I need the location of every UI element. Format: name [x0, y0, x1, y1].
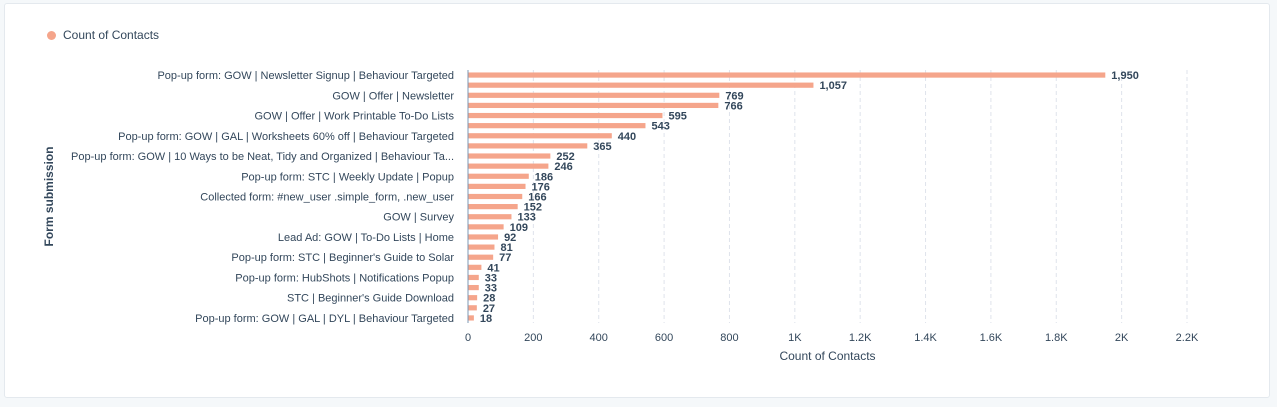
bar[interactable]: [468, 102, 719, 109]
value-label: 152: [524, 202, 542, 214]
value-label: 92: [504, 232, 516, 244]
x-tick-label: 1.6K: [980, 332, 1003, 344]
bar[interactable]: [468, 224, 504, 230]
legend-label: Count of Contacts: [63, 28, 160, 42]
x-tick-label: 2K: [1115, 332, 1129, 344]
category-label: GOW | Offer | Newsletter: [332, 90, 454, 102]
value-label: 27: [483, 303, 495, 315]
bar[interactable]: [468, 193, 523, 200]
legend-swatch-icon: [47, 30, 56, 40]
x-axis-title: Count of Contacts: [779, 349, 875, 363]
value-label: 246: [554, 161, 572, 173]
chart-card: Count of Contacts: [4, 3, 1270, 398]
category-label: Pop-up form: GOW | 10 Ways to be Neat, T…: [71, 151, 454, 163]
bar[interactable]: [468, 244, 495, 250]
x-tick-label: 1.4K: [914, 332, 937, 344]
bar[interactable]: [468, 92, 720, 98]
category-label: Pop-up form: GOW | GAL | Worksheets 60% …: [118, 131, 454, 143]
value-label: 769: [725, 90, 743, 102]
value-label: 109: [510, 222, 528, 234]
category-label: Pop-up form: STC | Weekly Update | Popup: [241, 171, 454, 183]
value-label: 1,057: [819, 80, 847, 92]
x-tick-label: 1.2K: [849, 332, 872, 344]
bar[interactable]: [468, 143, 588, 149]
value-label: 176: [532, 181, 550, 193]
value-label: 166: [528, 192, 546, 204]
bar[interactable]: [468, 315, 474, 321]
bar[interactable]: [468, 133, 612, 139]
value-label: 41: [487, 262, 499, 274]
x-tick-label: 1.8K: [1045, 332, 1068, 344]
value-label: 33: [485, 283, 497, 295]
bar[interactable]: [468, 173, 529, 179]
bar[interactable]: [468, 234, 499, 240]
value-label: 186: [535, 171, 553, 183]
bar[interactable]: [468, 295, 478, 301]
x-tick-label: 400: [590, 332, 608, 344]
bar[interactable]: [468, 214, 512, 220]
bar[interactable]: [468, 254, 494, 260]
category-label: Collected form: #new_user .simple_form, …: [200, 192, 454, 204]
bar[interactable]: [468, 163, 549, 169]
category-label: Lead Ad: GOW | To-Do Lists | Home: [278, 232, 454, 244]
value-label: 77: [499, 252, 511, 264]
x-tick-label: 2.2K: [1176, 332, 1199, 344]
bar[interactable]: [468, 264, 482, 270]
bar[interactable]: [468, 82, 814, 88]
x-tick-label: 800: [720, 332, 738, 344]
category-label: Pop-up form: GOW | Newsletter Signup | B…: [157, 70, 454, 82]
bar[interactable]: [468, 204, 518, 210]
category-label: STC | Beginner's Guide Download: [287, 293, 454, 305]
value-label: 766: [724, 100, 742, 112]
x-tick-label: 200: [524, 332, 542, 344]
x-tick-label: 0: [465, 332, 471, 344]
y-axis-title: Form submission: [42, 146, 56, 246]
bar[interactable]: [468, 284, 479, 291]
value-label: 440: [618, 131, 636, 143]
category-label: GOW | Survey: [383, 212, 454, 224]
value-label: 595: [668, 111, 686, 123]
bar[interactable]: [468, 183, 526, 189]
x-tick-label: 1K: [788, 332, 802, 344]
category-label: Pop-up form: STC | Beginner's Guide to S…: [231, 252, 454, 264]
category-label: GOW | Offer | Work Printable To-Do Lists: [255, 111, 455, 123]
value-label: 1,950: [1111, 70, 1139, 82]
value-label: 252: [556, 151, 574, 163]
bar[interactable]: [468, 123, 646, 129]
bar[interactable]: [468, 153, 551, 159]
bar[interactable]: [468, 72, 1106, 78]
bar[interactable]: [468, 274, 479, 281]
x-tick-label: 600: [655, 332, 673, 344]
bar[interactable]: [468, 112, 663, 119]
value-label: 28: [483, 293, 495, 305]
value-label: 133: [517, 212, 535, 224]
value-label: 18: [480, 313, 492, 325]
value-label: 81: [500, 242, 512, 254]
category-label: Pop-up form: GOW | GAL | DYL | Behaviour…: [195, 313, 454, 325]
category-label: Pop-up form: HubShots | Notifications Po…: [235, 272, 454, 284]
value-label: 33: [485, 272, 497, 284]
value-label: 365: [593, 141, 611, 153]
bar[interactable]: [468, 305, 477, 311]
value-label: 543: [651, 121, 669, 133]
legend[interactable]: Count of Contacts: [47, 28, 159, 42]
